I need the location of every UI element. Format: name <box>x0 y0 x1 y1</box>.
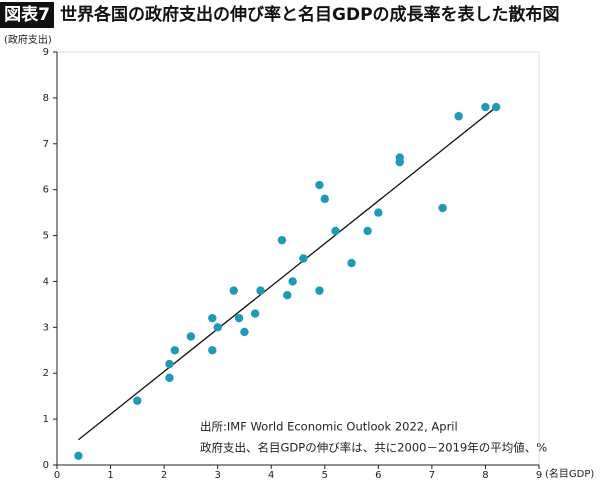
point <box>208 346 217 355</box>
point <box>315 180 324 190</box>
y-tick-label: 1 <box>43 414 49 425</box>
point <box>234 313 244 323</box>
point <box>170 346 180 355</box>
badge: 図表7 <box>4 4 50 25</box>
point <box>315 286 324 295</box>
point <box>165 373 174 383</box>
x-tick-label: 1 <box>107 470 113 481</box>
x-tick-label: 8 <box>482 470 488 481</box>
x-axis-label: (名目GDP) <box>545 467 594 480</box>
point <box>213 323 222 332</box>
y-tick-label: 4 <box>43 276 49 287</box>
point <box>277 235 287 245</box>
x-tick-label: 5 <box>322 470 328 481</box>
point <box>288 277 297 286</box>
point <box>133 396 142 405</box>
point <box>374 208 383 217</box>
x-tick-label: 9 <box>536 470 542 481</box>
y-axis-label: (政府支出) <box>4 33 52 46</box>
trend-line <box>78 106 497 441</box>
point <box>250 309 260 318</box>
point <box>240 327 249 337</box>
point <box>481 102 490 112</box>
point <box>491 102 501 112</box>
point <box>165 359 174 369</box>
point <box>208 313 217 323</box>
y-tick-label: 7 <box>43 139 49 150</box>
point <box>454 112 463 121</box>
point <box>283 291 292 300</box>
point <box>347 258 356 268</box>
point <box>256 286 265 295</box>
point <box>438 203 447 213</box>
y-tick-label: 9 <box>43 47 49 58</box>
point <box>299 254 308 263</box>
y-tick-label: 3 <box>43 322 49 333</box>
y-tick-label: 5 <box>43 231 49 242</box>
x-tick-label: 2 <box>161 470 167 481</box>
plot-frame <box>56 51 540 466</box>
x-tick-label: 6 <box>375 470 381 481</box>
x-tick-label: 7 <box>429 470 435 481</box>
note: 政府支出、名目GDPの伸び率は、共に2000－2019年の平均値、% <box>200 441 547 455</box>
badge-box <box>0 2 54 28</box>
y-tick-label: 6 <box>43 185 49 196</box>
point <box>74 451 83 461</box>
point <box>363 226 372 236</box>
y-tick-label: 0 <box>43 460 49 471</box>
point <box>395 157 404 167</box>
point <box>229 286 238 295</box>
point <box>186 332 196 341</box>
x-tick-label: 0 <box>54 470 60 481</box>
x-tick-label: 3 <box>214 470 220 481</box>
source-note: 出所:IMF World Economic Outlook 2022, Apri… <box>200 420 458 434</box>
point <box>331 226 340 236</box>
x-tick-label: 4 <box>268 470 274 481</box>
y-tick-label: 8 <box>43 93 49 104</box>
y-tick-label: 2 <box>43 368 49 379</box>
chart-title: 世界各国の政府支出の伸び率と名目GDPの成長率を表した散布図 <box>60 4 560 25</box>
point <box>320 194 329 204</box>
